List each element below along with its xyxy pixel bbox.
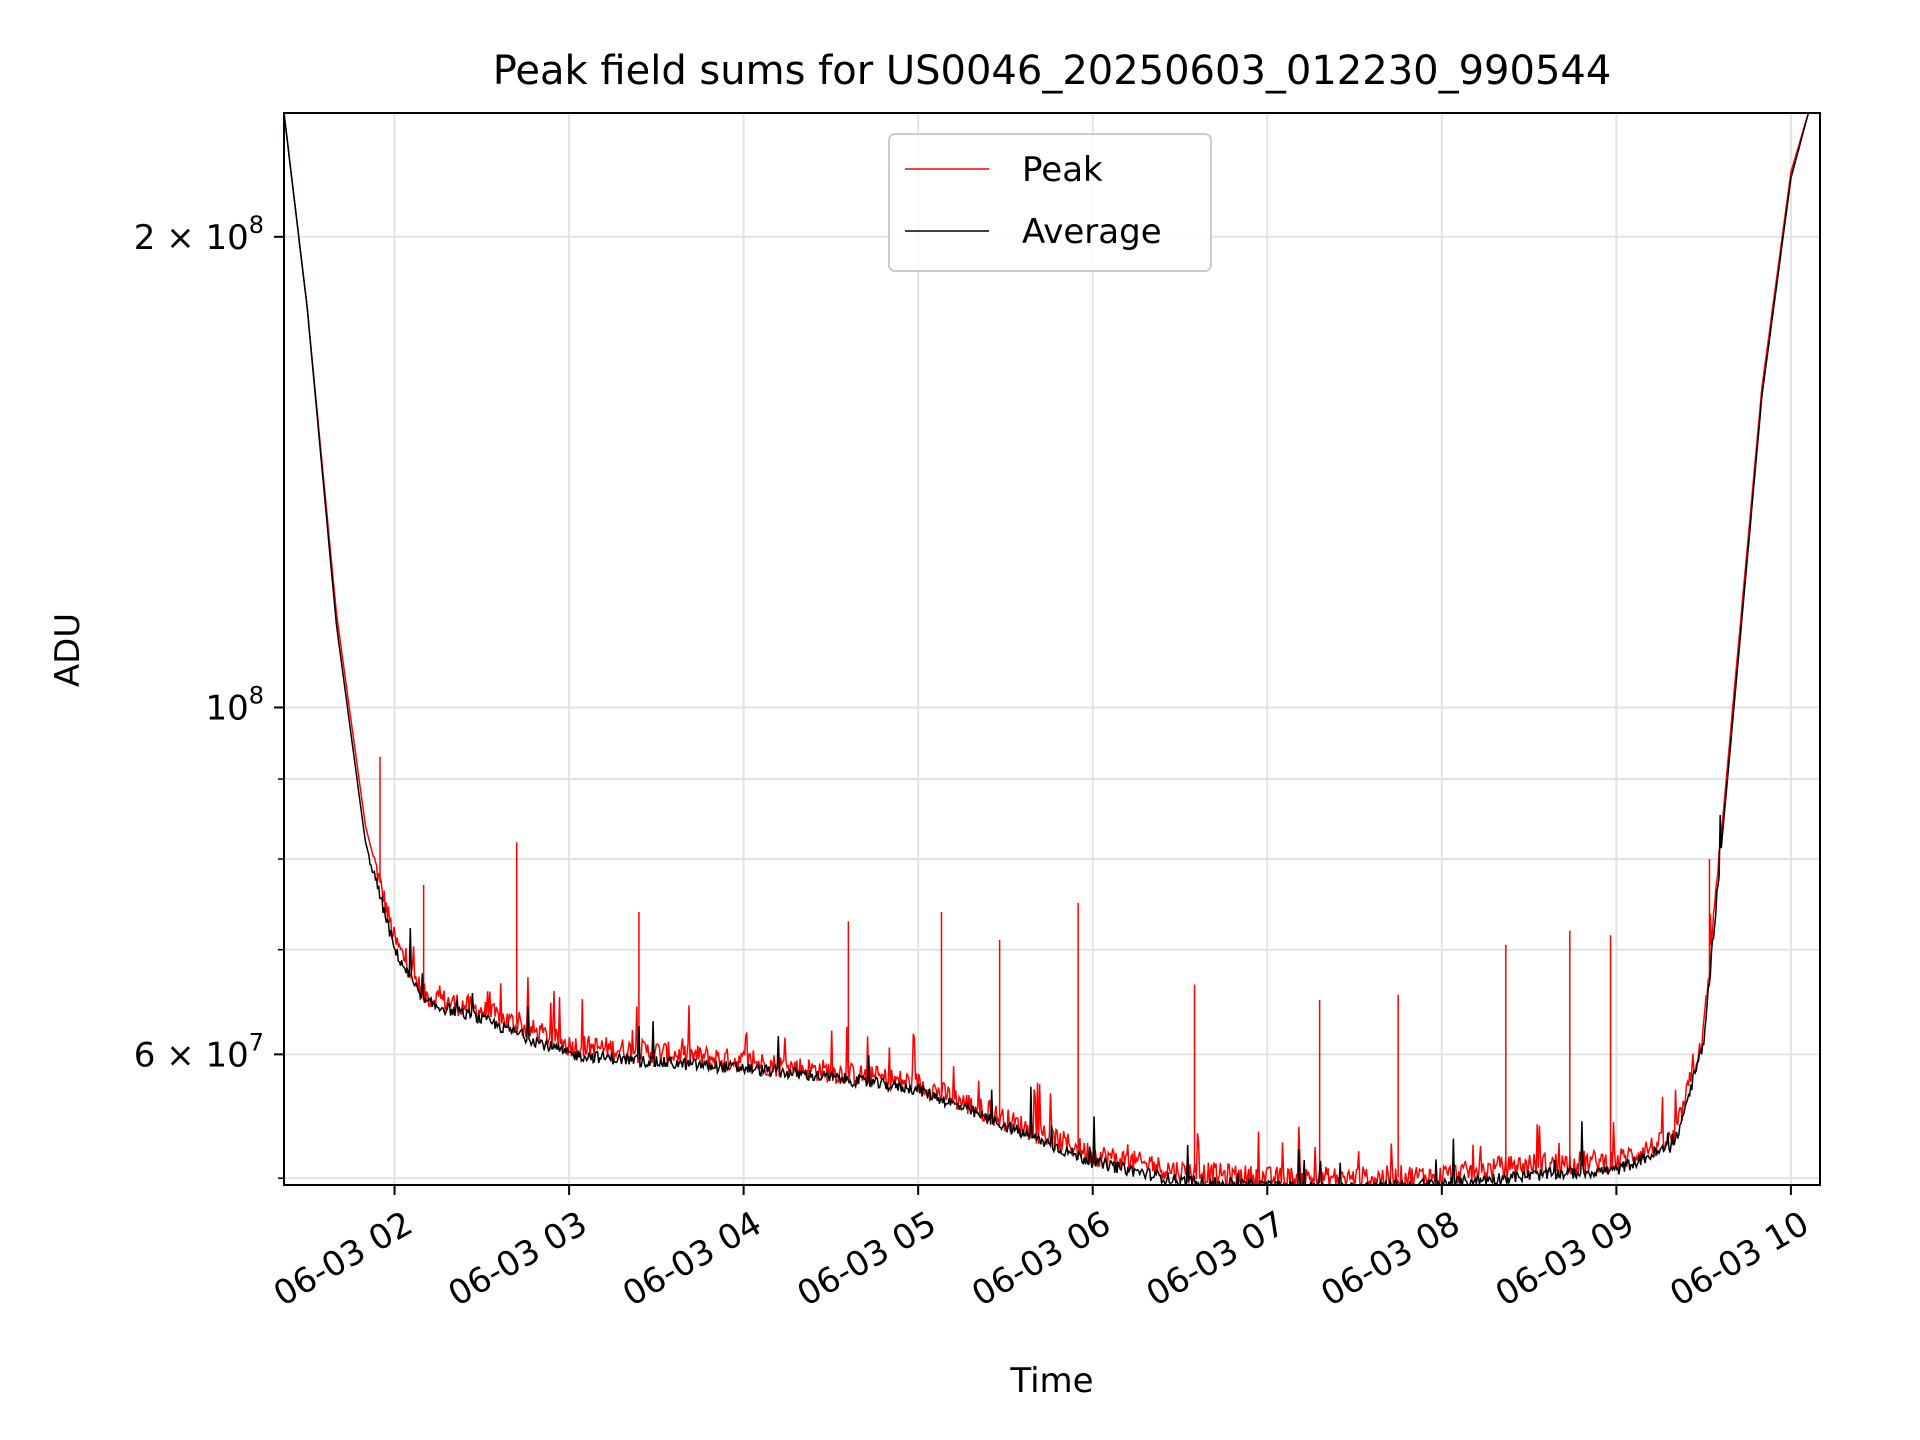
- y-tick-label: 108: [205, 681, 264, 728]
- legend: Peak Average: [888, 133, 1212, 272]
- y-tick-label: 6 × 107: [134, 1028, 264, 1075]
- legend-peak-label: Peak: [1022, 150, 1103, 190]
- series-layer: [284, 113, 1810, 1185]
- chart-title: Peak field sums for US0046_20250603_0122…: [493, 48, 1612, 94]
- y-axis-label: ADU: [48, 613, 88, 687]
- y-axis: 2 × 108 108 6 × 107: [134, 211, 284, 1179]
- legend-average-label: Average: [1022, 212, 1162, 252]
- series-line-average: [284, 113, 1810, 1185]
- plot-frame: [283, 112, 1821, 1186]
- y-tick-label: 2 × 108: [134, 211, 264, 258]
- x-axis-label: Time: [1009, 1361, 1093, 1401]
